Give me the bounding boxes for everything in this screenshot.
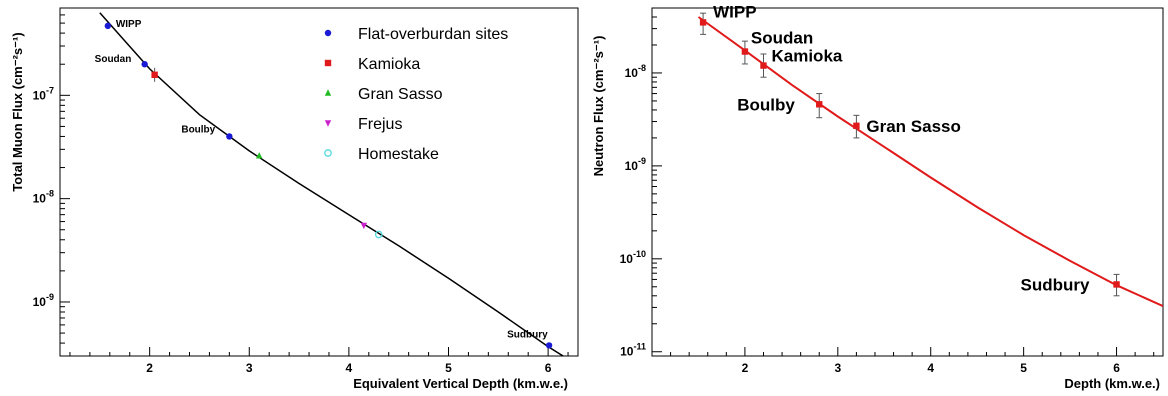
axis-ticks: 2 3 4 5 6 10-11 10-10 10-9 10-8: [620, 7, 1155, 375]
y-tick-label: 10-7: [33, 85, 54, 102]
y-tick-label: 10-10: [620, 249, 646, 266]
fit-curve-line: [99, 12, 565, 356]
x-tick-label: 2: [146, 361, 153, 375]
x-tick-label: 6: [1113, 361, 1120, 375]
plot-frame: [651, 7, 1164, 357]
x-tick-label: 6: [545, 361, 552, 375]
marker-square: [324, 59, 332, 67]
marker-square: [699, 19, 707, 26]
marker-circle: [104, 22, 112, 30]
axis-ticks: 2 3 4 5 6 10-9 10-8 10-7: [33, 7, 569, 375]
y-tick-label: 10-9: [625, 156, 646, 173]
site-label: Soudan: [95, 54, 132, 65]
y-axis-label: Total Muon Flux (cm⁻²s⁻¹): [10, 32, 25, 191]
x-tick-label: 4: [346, 361, 353, 375]
legend: Flat-overburdan sites Kamioka Gran Sasso Fr…: [324, 26, 508, 163]
x-tick-label: 4: [927, 361, 934, 375]
marker-triangle-down: [360, 222, 368, 230]
y-tick-label: 10-9: [33, 292, 54, 309]
marker-circle: [545, 342, 553, 349]
marker-open-circle: [374, 230, 383, 239]
fit-curve-line: [697, 16, 1163, 308]
marker-square: [853, 122, 860, 129]
marker-square: [760, 62, 767, 69]
marker-square: [741, 48, 749, 55]
marker-circle: [324, 29, 332, 37]
legend-entry: Homestake: [358, 146, 439, 163]
x-tick-label: 3: [834, 361, 841, 375]
marker-open-circle: [324, 149, 332, 157]
fit-curve: [99, 12, 565, 356]
site-label: Sudbury: [1021, 275, 1090, 294]
site-label: Boulby: [737, 95, 795, 114]
x-tick-label: 5: [1020, 361, 1027, 375]
site-label: Gran Sasso: [866, 117, 961, 136]
x-tick-label: 2: [742, 361, 749, 375]
marker-triangle-up: [256, 152, 263, 159]
marker-square: [816, 101, 823, 108]
site-label: Soudan: [751, 29, 813, 48]
site-label: WIPP: [713, 2, 756, 21]
site-label: Kamioka: [771, 47, 842, 66]
y-tick-label: 10-8: [625, 63, 646, 80]
legend-entry: Frejus: [358, 116, 402, 133]
site-label: Sudbury: [507, 329, 548, 340]
x-tick-label: 5: [445, 361, 452, 375]
marker-square: [1113, 281, 1120, 288]
marker-circle: [141, 61, 148, 68]
marker-square: [151, 71, 158, 78]
plot-frame: [59, 7, 579, 357]
marker-circle: [226, 133, 233, 140]
data-points: WIPP Soudan Boulby Sudbury: [95, 19, 553, 349]
site-label: Boulby: [181, 124, 215, 135]
marker-triangle-up: [324, 89, 332, 96]
marker-triangle-down: [324, 120, 332, 127]
neutron-flux-chart: 2 3 4 5 6 10-11 10-10 10-9 10-8 WIPP SoudanKamiok…: [591, 2, 1164, 391]
legend-entry: Kamioka: [358, 56, 420, 73]
fit-curve: [697, 16, 1163, 308]
x-tick-label: 3: [246, 361, 253, 375]
site-label: WIPP: [116, 19, 142, 30]
y-tick-label: 10-8: [33, 189, 54, 206]
muon-flux-chart: 2 3 4 5 6 10-9 10-8 10-7 WIPP Soudan Boulby Sudbur…: [10, 7, 579, 391]
x-axis-label: Depth (km.w.e.): [1064, 376, 1160, 391]
x-axis-label: Equivalent Vertical Depth (km.w.e.): [353, 376, 568, 391]
y-tick-label: 10-11: [620, 342, 646, 359]
legend-entry: Flat-overburdan sites: [358, 26, 508, 43]
y-axis-label: Neutron Flux (cm⁻²s⁻¹): [591, 36, 606, 177]
legend-entry: Gran Sasso: [358, 86, 443, 103]
